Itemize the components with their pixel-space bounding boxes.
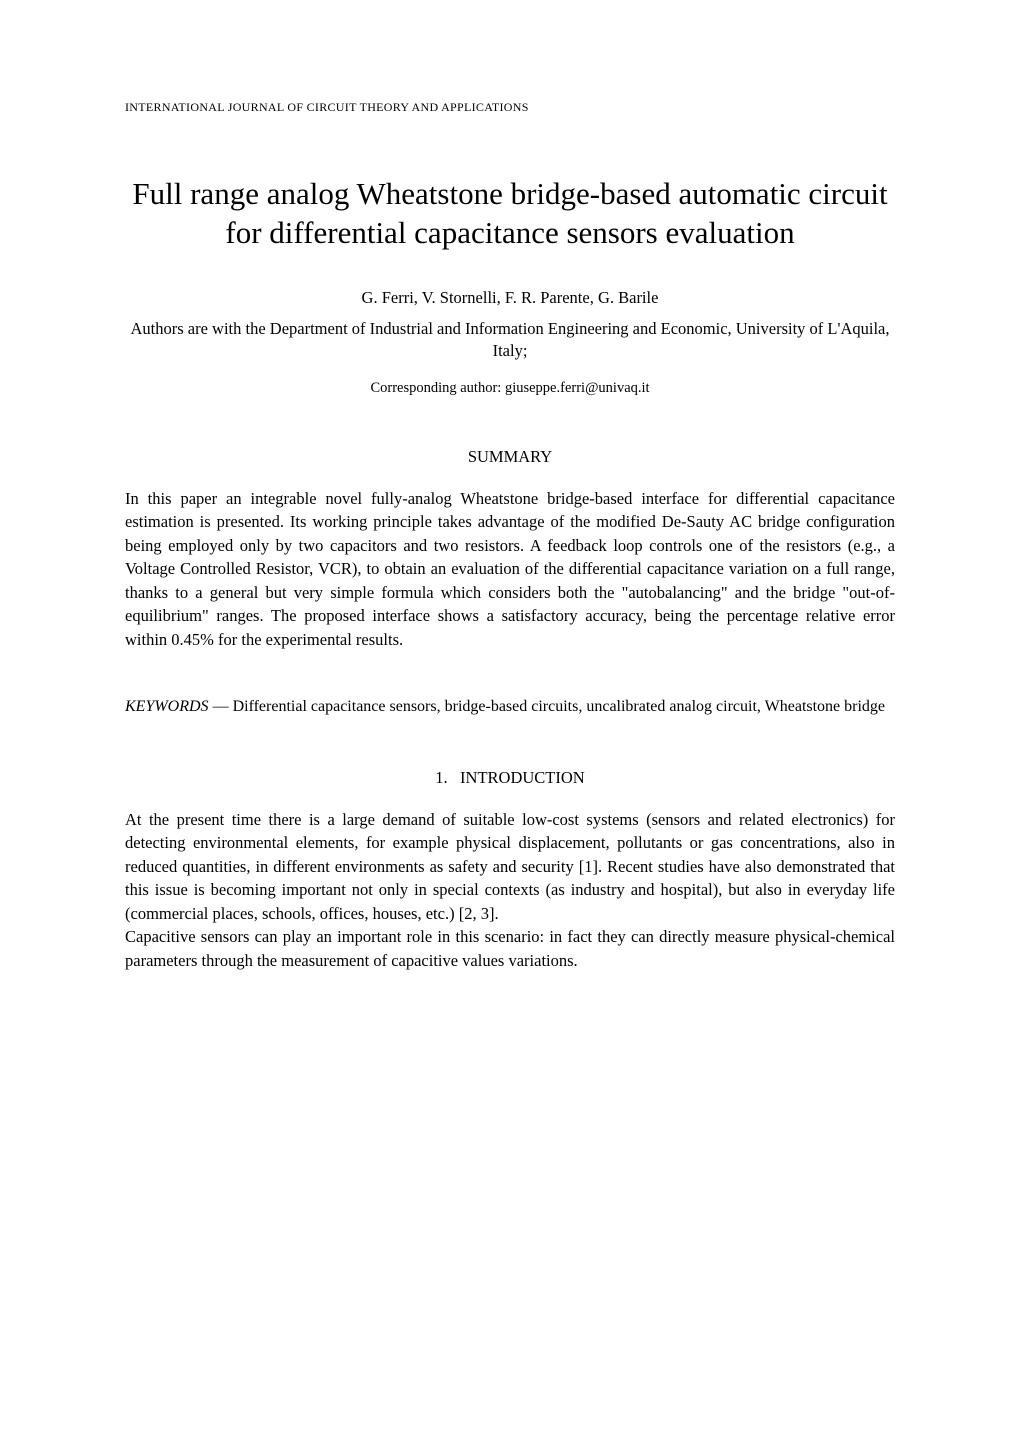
authors-line: G. Ferri, V. Stornelli, F. R. Parente, G…	[125, 288, 895, 308]
keywords-text: Differential capacitance sensors, bridge…	[233, 698, 885, 715]
section-number: 1.	[435, 768, 447, 787]
keywords-label: KEYWORDS	[125, 698, 209, 715]
section-heading: 1. INTRODUCTION	[125, 768, 895, 788]
section-title: INTRODUCTION	[460, 768, 585, 787]
intro-paragraph-1: At the present time there is a large dem…	[125, 808, 895, 925]
corresponding-author: Corresponding author: giuseppe.ferri@uni…	[125, 380, 895, 397]
keywords-separator: —	[209, 698, 233, 715]
keywords-block: KEYWORDS — Differential capacitance sens…	[125, 696, 895, 718]
affiliation-line: Authors are with the Department of Indus…	[125, 318, 895, 363]
intro-paragraph-2: Capacitive sensors can play an important…	[125, 925, 895, 972]
paper-title: Full range analog Wheatstone bridge-base…	[125, 175, 895, 253]
summary-heading: SUMMARY	[125, 447, 895, 467]
journal-name: INTERNATIONAL JOURNAL OF CIRCUIT THEORY …	[125, 100, 895, 115]
summary-body: In this paper an integrable novel fully-…	[125, 487, 895, 651]
